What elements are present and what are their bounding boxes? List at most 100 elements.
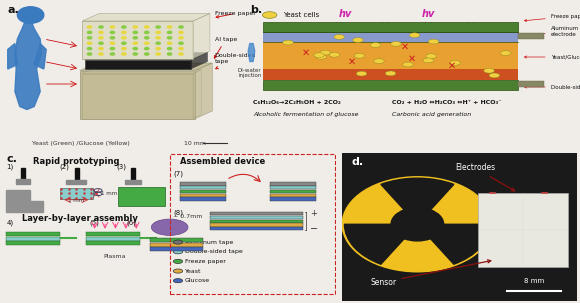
Bar	[263, 22, 517, 32]
Text: ✕: ✕	[408, 54, 416, 64]
Bar	[150, 247, 203, 251]
Polygon shape	[34, 44, 46, 69]
Polygon shape	[8, 44, 17, 69]
Circle shape	[178, 47, 184, 50]
Polygon shape	[15, 19, 41, 109]
Bar	[82, 74, 193, 118]
Bar	[517, 33, 544, 39]
Circle shape	[450, 61, 461, 65]
Circle shape	[110, 52, 115, 56]
Circle shape	[110, 42, 115, 45]
Polygon shape	[195, 63, 212, 118]
Circle shape	[155, 42, 161, 45]
Circle shape	[110, 36, 115, 40]
Circle shape	[283, 40, 293, 45]
Text: Freeze paper: Freeze paper	[524, 14, 580, 22]
Circle shape	[86, 47, 92, 50]
Text: Assembled device: Assembled device	[180, 158, 266, 166]
Circle shape	[391, 42, 401, 46]
Circle shape	[173, 259, 183, 264]
Text: Yeast (Green) /Glucose (Yellow): Yeast (Green) /Glucose (Yellow)	[32, 141, 129, 145]
Bar	[180, 186, 226, 189]
Bar	[86, 232, 140, 236]
Text: b.: b.	[250, 5, 262, 15]
Bar	[75, 168, 79, 180]
Circle shape	[110, 31, 115, 34]
Bar	[150, 238, 203, 242]
Circle shape	[370, 43, 380, 48]
Bar	[180, 182, 226, 186]
Bar	[263, 80, 517, 90]
Circle shape	[17, 7, 44, 23]
Circle shape	[98, 47, 104, 50]
Text: 4): 4)	[6, 220, 13, 226]
Text: Carbonic acid generation: Carbonic acid generation	[392, 112, 471, 117]
Circle shape	[132, 42, 138, 45]
Circle shape	[166, 31, 172, 34]
Bar	[210, 216, 303, 219]
Text: (7): (7)	[173, 171, 183, 177]
Circle shape	[178, 31, 184, 34]
Circle shape	[86, 52, 92, 56]
Text: 1): 1)	[6, 163, 13, 170]
Text: Rapid prototyping: Rapid prototyping	[33, 158, 119, 166]
Bar	[180, 190, 226, 193]
Bar	[210, 220, 303, 223]
Circle shape	[155, 52, 161, 56]
Circle shape	[144, 31, 150, 34]
Circle shape	[121, 36, 127, 40]
Bar	[263, 32, 517, 42]
Circle shape	[121, 42, 127, 45]
Text: Double-sided tap-: Double-sided tap-	[524, 85, 580, 89]
Text: hv: hv	[339, 8, 353, 18]
Text: 8 mm: 8 mm	[524, 278, 544, 285]
Bar	[16, 179, 30, 184]
Bar	[263, 42, 517, 69]
Circle shape	[342, 177, 492, 272]
Circle shape	[178, 25, 184, 29]
Text: Double-sided tape: Double-sided tape	[184, 249, 242, 254]
Circle shape	[144, 36, 150, 40]
Wedge shape	[404, 208, 444, 224]
Text: Aluminum
electrode: Aluminum electrode	[524, 26, 579, 37]
Circle shape	[121, 47, 127, 50]
Circle shape	[151, 219, 188, 235]
Text: Freeze paper: Freeze paper	[184, 259, 226, 264]
Circle shape	[132, 52, 138, 56]
Text: Aluminum tape: Aluminum tape	[184, 240, 233, 245]
Circle shape	[314, 53, 324, 58]
Circle shape	[86, 25, 92, 29]
Circle shape	[356, 71, 367, 76]
Circle shape	[86, 31, 92, 34]
Polygon shape	[193, 14, 210, 58]
Bar	[118, 187, 165, 206]
Circle shape	[329, 52, 340, 57]
Text: (6): (6)	[126, 220, 136, 226]
Bar	[210, 223, 303, 227]
Circle shape	[98, 52, 104, 56]
Circle shape	[334, 35, 345, 39]
Circle shape	[86, 42, 92, 45]
Circle shape	[155, 47, 161, 50]
Circle shape	[166, 42, 172, 45]
Text: (3): (3)	[117, 163, 126, 170]
Circle shape	[166, 52, 172, 56]
Bar	[85, 60, 191, 69]
Bar	[6, 237, 60, 241]
Text: C₆H₁₂O₆→2C₂H₅OH + 2CO₂: C₆H₁₂O₆→2C₂H₅OH + 2CO₂	[253, 99, 341, 105]
Bar	[270, 182, 317, 186]
Circle shape	[132, 31, 138, 34]
Bar	[86, 237, 140, 241]
Polygon shape	[80, 63, 212, 71]
Circle shape	[155, 31, 161, 34]
Text: Yeast: Yeast	[184, 268, 201, 274]
Text: ✕: ✕	[401, 42, 409, 52]
Text: (2): (2)	[60, 163, 70, 170]
Circle shape	[98, 25, 104, 29]
Circle shape	[407, 218, 427, 231]
Polygon shape	[191, 52, 208, 69]
Circle shape	[166, 25, 172, 29]
Bar	[517, 81, 544, 87]
Circle shape	[353, 38, 363, 42]
Circle shape	[173, 240, 183, 244]
